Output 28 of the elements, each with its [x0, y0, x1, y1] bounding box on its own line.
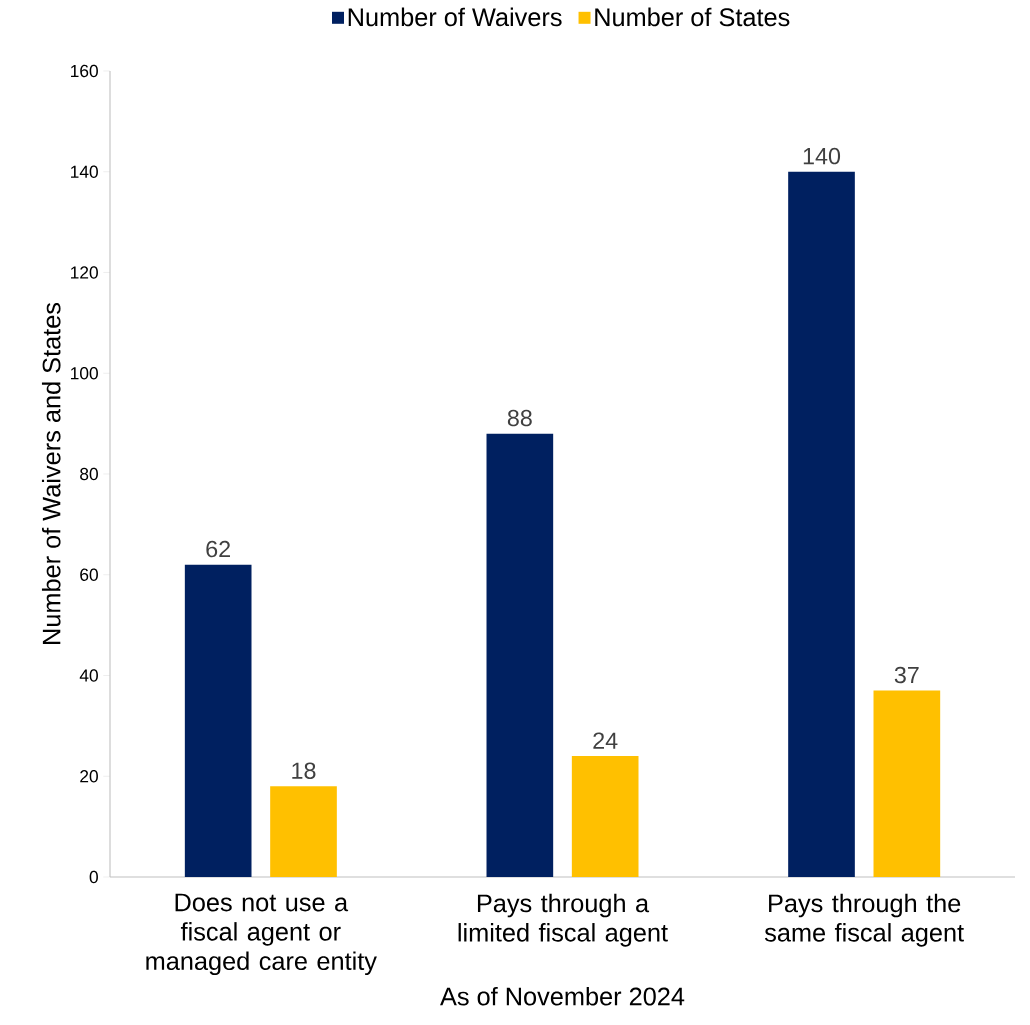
data-label: 37 — [894, 666, 919, 684]
y-tick-label: 60 — [80, 568, 98, 581]
y-tick-label: 0 — [89, 870, 98, 884]
legend-label: Number of Waivers — [348, 7, 562, 27]
x-tick-label: Does not use a fiscal agent or managed care entity — [146, 893, 377, 976]
data-label: 140 — [803, 147, 841, 165]
bar — [184, 564, 252, 877]
data-label: 62 — [206, 540, 230, 558]
legend-label: Number of States — [595, 7, 790, 27]
bar — [270, 786, 337, 877]
y-tick-label: 120 — [71, 266, 98, 279]
x-tick-label: Pays through a limited fiscal agent — [458, 893, 668, 947]
bar — [873, 690, 941, 877]
y-tick-label: 80 — [80, 467, 98, 481]
data-label: 24 — [593, 732, 618, 749]
bar — [486, 433, 554, 877]
y-tick-label: 100 — [71, 367, 98, 380]
y-tick-label: 20 — [80, 770, 98, 783]
bar — [788, 171, 855, 877]
data-label: 18 — [292, 762, 316, 779]
y-axis-title: Number of Waivers and States — [41, 302, 61, 644]
bar — [571, 756, 639, 877]
data-label: 88 — [507, 409, 532, 427]
y-tick-label: 160 — [71, 64, 98, 78]
y-tick-label: 140 — [71, 165, 98, 178]
y-tick-label: 40 — [79, 669, 98, 682]
x-tick-label: Pays through the same fiscal agent — [764, 893, 964, 947]
x-axis-title: As of November 2024 — [440, 986, 685, 1006]
